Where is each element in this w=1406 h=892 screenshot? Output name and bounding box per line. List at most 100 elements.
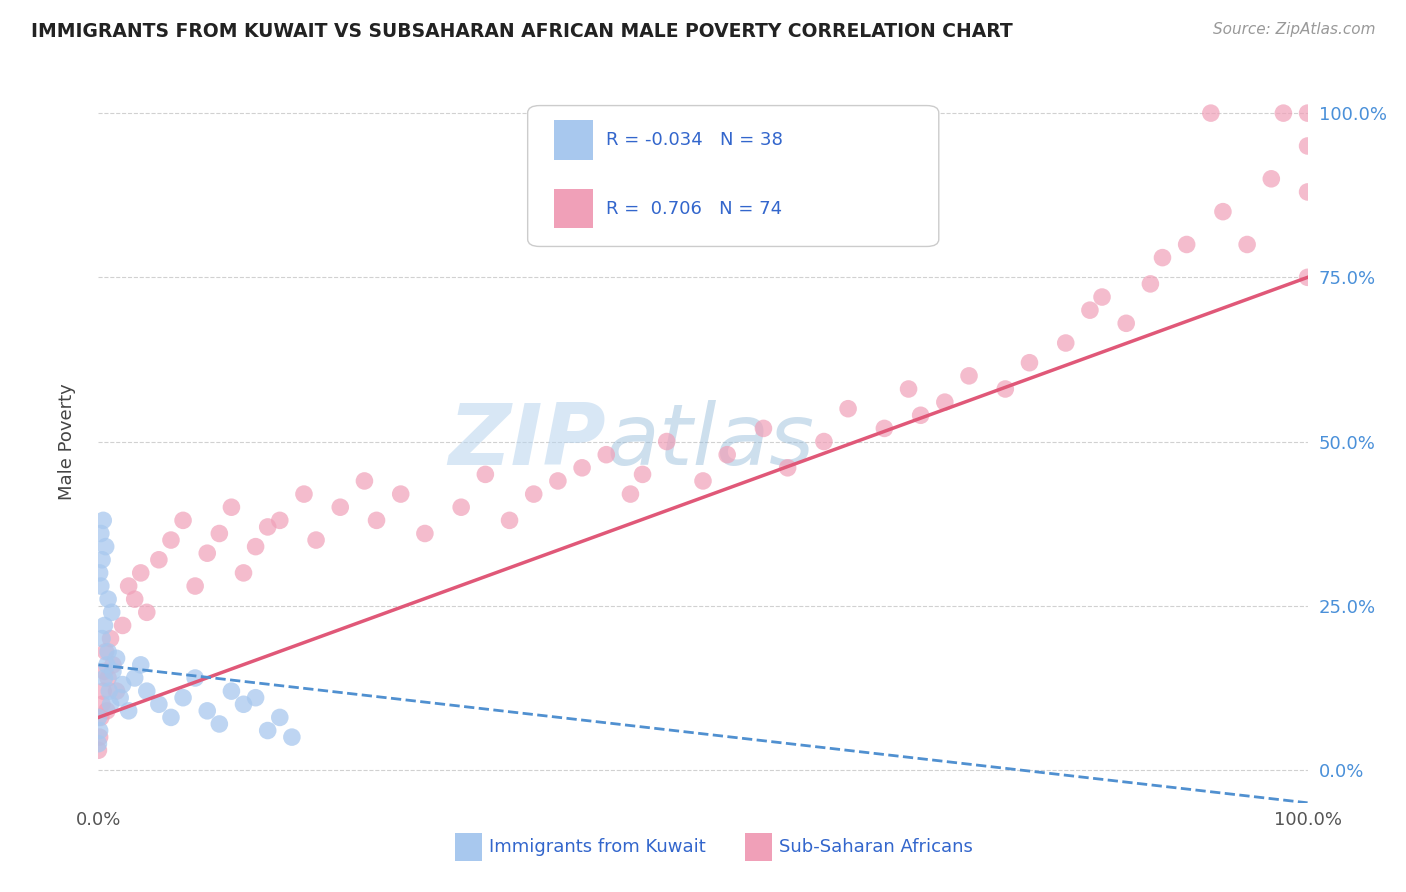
Point (87, 743, 110, 757)
Y-axis label: Male Poverty: Male Poverty (58, 384, 76, 500)
Point (1091, 290, 1114, 304)
Point (90, 579, 112, 593)
Point (172, 513, 194, 527)
Point (450, 500, 472, 515)
Point (91, 684, 114, 698)
Point (129, 657, 152, 672)
Point (135, 684, 157, 698)
Point (897, 382, 920, 396)
Point (111, 677, 134, 691)
Point (100, 632, 122, 646)
Point (692, 474, 714, 488)
Text: Immigrants from Kuwait: Immigrants from Kuwait (489, 838, 706, 855)
Point (208, 717, 231, 731)
Point (910, 409, 932, 423)
Point (148, 698, 170, 712)
Point (87, 737, 110, 751)
Point (1296, 185, 1319, 199)
Point (305, 533, 328, 547)
Point (195, 704, 218, 718)
Point (91, 698, 114, 712)
Point (97, 671, 120, 685)
Point (547, 474, 569, 488)
Point (97, 645, 120, 659)
Point (1115, 316, 1137, 330)
Point (1296, 270, 1319, 285)
Point (1175, 237, 1198, 252)
Point (93, 618, 115, 632)
Point (256, 723, 278, 738)
Point (101, 657, 124, 672)
Text: Sub-Saharan Africans: Sub-Saharan Africans (779, 838, 973, 855)
Point (101, 665, 124, 679)
Point (752, 421, 775, 435)
Point (269, 710, 291, 724)
Point (184, 671, 207, 685)
Point (329, 500, 352, 515)
Point (148, 553, 170, 567)
Point (256, 520, 278, 534)
Text: R =  0.706   N = 74: R = 0.706 N = 74 (606, 200, 782, 218)
FancyBboxPatch shape (456, 833, 482, 861)
Text: atlas: atlas (606, 400, 814, 483)
Point (195, 546, 218, 560)
Point (184, 579, 207, 593)
Point (94, 645, 117, 659)
Point (655, 434, 678, 449)
Point (1260, 171, 1282, 186)
Point (269, 513, 291, 527)
Point (292, 487, 315, 501)
Point (105, 684, 128, 698)
Point (118, 704, 141, 718)
Point (1236, 237, 1258, 252)
Point (837, 401, 859, 416)
Point (281, 730, 304, 744)
FancyBboxPatch shape (527, 105, 939, 246)
Point (208, 526, 231, 541)
Point (108, 690, 131, 705)
Point (89, 723, 111, 738)
Point (160, 710, 183, 724)
Text: ZIP: ZIP (449, 400, 606, 483)
Text: R = -0.034   N = 38: R = -0.034 N = 38 (606, 131, 783, 149)
FancyBboxPatch shape (554, 188, 593, 228)
Point (118, 579, 141, 593)
Text: IMMIGRANTS FROM KUWAIT VS SUBSAHARAN AFRICAN MALE POVERTY CORRELATION CHART: IMMIGRANTS FROM KUWAIT VS SUBSAHARAN AFR… (31, 22, 1012, 41)
Point (353, 474, 375, 488)
Point (124, 592, 146, 607)
Point (873, 421, 896, 435)
Point (619, 487, 641, 501)
Point (124, 671, 146, 685)
Point (91, 513, 114, 527)
Point (232, 566, 254, 580)
Point (474, 467, 496, 482)
Point (934, 395, 956, 409)
Point (129, 566, 152, 580)
Point (90, 526, 112, 541)
Point (595, 448, 617, 462)
FancyBboxPatch shape (554, 120, 593, 160)
Point (100, 605, 122, 619)
Point (98, 684, 121, 698)
Point (93, 665, 115, 679)
Point (105, 651, 128, 665)
Point (1078, 303, 1101, 318)
Point (389, 487, 412, 501)
Point (93, 671, 115, 685)
Point (631, 467, 654, 482)
Point (97, 592, 120, 607)
Point (172, 690, 194, 705)
Point (245, 690, 267, 705)
Point (523, 487, 546, 501)
Point (957, 368, 980, 383)
Point (232, 698, 254, 712)
Point (1139, 277, 1161, 291)
Point (1212, 204, 1234, 219)
Point (100, 698, 122, 712)
Point (366, 513, 388, 527)
Point (776, 460, 799, 475)
Point (1272, 106, 1295, 120)
Point (245, 540, 267, 554)
Point (221, 500, 243, 515)
Point (90, 710, 112, 724)
